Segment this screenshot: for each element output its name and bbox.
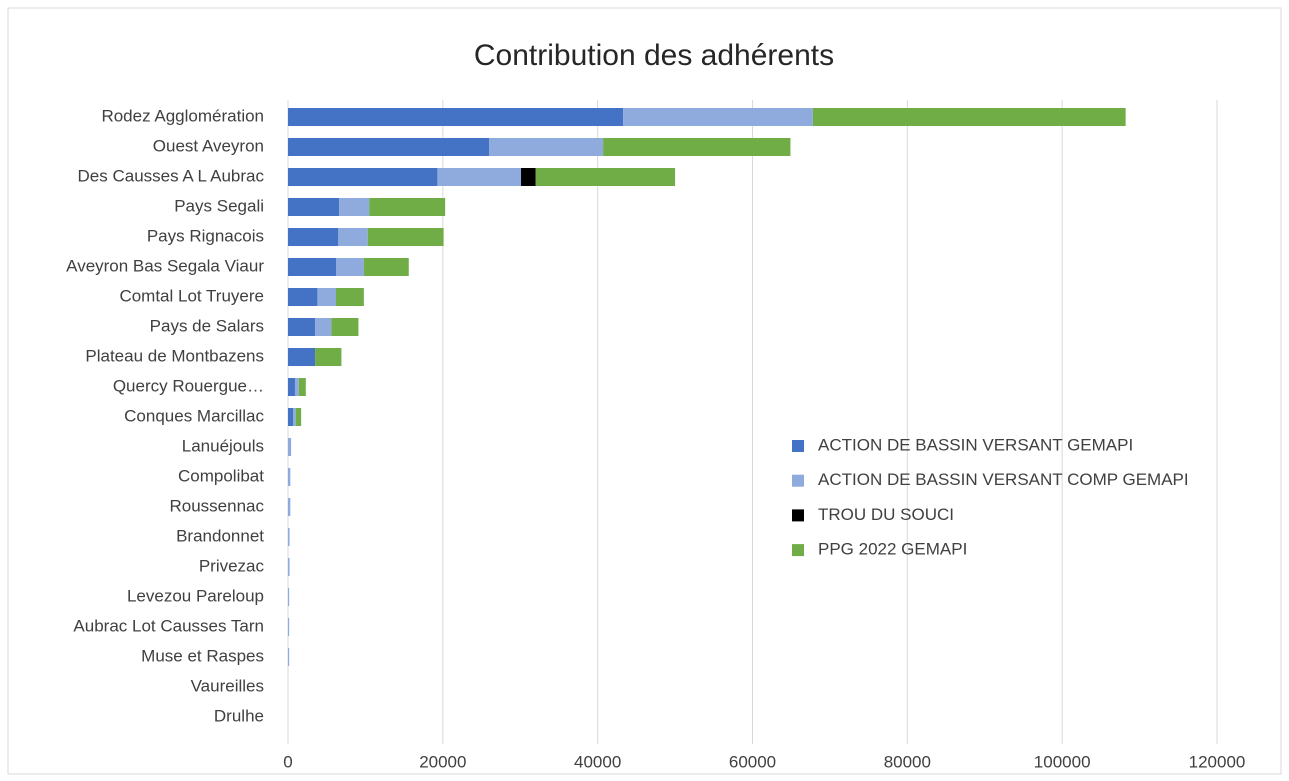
y-tick-label: Roussennac bbox=[169, 496, 264, 515]
x-tick-label: 0 bbox=[283, 752, 292, 771]
legend-swatch bbox=[792, 509, 804, 522]
bar-segment bbox=[335, 288, 364, 306]
bar-segment bbox=[437, 168, 522, 186]
y-tick-label: Vaureilles bbox=[191, 676, 264, 695]
bar-segment bbox=[315, 348, 342, 366]
x-tick-label: 100000 bbox=[1034, 752, 1091, 771]
bar-segment bbox=[288, 288, 318, 306]
bar-segment bbox=[288, 318, 316, 336]
bar-segment bbox=[363, 258, 409, 276]
y-tick-label: Aveyron Bas Segala Viaur bbox=[66, 256, 264, 275]
y-tick-label: Brandonnet bbox=[176, 526, 264, 545]
bar-segment bbox=[331, 318, 359, 336]
legend-swatch bbox=[792, 440, 804, 452]
bar-segment bbox=[288, 588, 290, 606]
chart-title: Contribution des adhérents bbox=[474, 39, 834, 72]
bar-segment bbox=[603, 138, 791, 156]
x-tick-label: 20000 bbox=[419, 752, 466, 771]
bar-segment bbox=[288, 468, 291, 486]
bar-segment bbox=[288, 378, 295, 396]
y-tick-label: Plateau de Montbazens bbox=[85, 346, 264, 365]
legend-label: PPG 2022 GEMAPI bbox=[818, 540, 967, 559]
bar-segment bbox=[317, 288, 336, 306]
bar-segment bbox=[489, 138, 604, 156]
y-tick-label: Quercy Rouergue… bbox=[113, 376, 264, 395]
y-tick-label: Muse et Raspes bbox=[141, 646, 264, 665]
y-tick-label: Ouest Aveyron bbox=[153, 136, 264, 155]
bar-segment bbox=[812, 108, 1126, 126]
bar-segment bbox=[367, 228, 444, 246]
y-tick-label: Compolibat bbox=[178, 466, 264, 485]
bar-segment bbox=[288, 408, 294, 426]
legend-label: ACTION DE BASSIN VERSANT COMP GEMAPI bbox=[818, 470, 1189, 489]
bar-segment bbox=[294, 378, 299, 396]
bar-segment bbox=[288, 168, 438, 186]
bar-segment bbox=[338, 228, 368, 246]
bar-segment bbox=[288, 138, 490, 156]
y-tick-label: Comtal Lot Truyere bbox=[119, 286, 264, 305]
bar-segment bbox=[288, 258, 336, 276]
legend-label: TROU DU SOUCI bbox=[818, 505, 954, 524]
bar-segment bbox=[288, 528, 290, 546]
legend-label: ACTION DE BASSIN VERSANT GEMAPI bbox=[818, 435, 1133, 454]
bar-segment bbox=[288, 198, 340, 216]
y-tick-label: Conques Marcillac bbox=[124, 406, 264, 425]
y-tick-label: Pays Segali bbox=[174, 196, 264, 215]
bar-segment bbox=[335, 258, 364, 276]
y-tick-label: Levezou Pareloup bbox=[127, 586, 264, 605]
bar-segment bbox=[298, 378, 306, 396]
y-tick-label: Pays Rignacois bbox=[147, 226, 264, 245]
bar-segment bbox=[293, 408, 296, 426]
x-tick-label: 60000 bbox=[729, 752, 776, 771]
y-tick-label: Drulhe bbox=[214, 706, 264, 725]
bar-segment bbox=[535, 168, 676, 186]
y-tick-label: Aubrac Lot Causses Tarn bbox=[73, 616, 264, 635]
bar-segment bbox=[288, 108, 624, 126]
bar-segment bbox=[288, 228, 339, 246]
bar-segment bbox=[521, 168, 536, 186]
chart-border bbox=[7, 7, 1282, 775]
bar-segment bbox=[288, 498, 291, 516]
bar-segment bbox=[288, 438, 292, 456]
bar-segment bbox=[369, 198, 446, 216]
bar-segment bbox=[288, 348, 316, 366]
x-tick-label: 80000 bbox=[884, 752, 931, 771]
bar-segment bbox=[288, 618, 290, 636]
bar-segment bbox=[288, 558, 290, 576]
legend-swatch bbox=[792, 544, 804, 557]
bar-segment bbox=[288, 648, 290, 666]
bar-segment bbox=[315, 318, 332, 336]
legend-swatch bbox=[792, 474, 804, 487]
bar-segment bbox=[295, 408, 302, 426]
bar-segment bbox=[623, 108, 813, 126]
y-tick-label: Privezac bbox=[199, 556, 265, 575]
y-tick-label: Rodez Agglomération bbox=[101, 106, 264, 125]
y-tick-label: Lanuéjouls bbox=[182, 436, 264, 455]
x-tick-label: 40000 bbox=[574, 752, 621, 771]
x-tick-label: 120000 bbox=[1189, 752, 1246, 771]
y-tick-label: Des Causses A L Aubrac bbox=[78, 166, 265, 185]
y-tick-label: Pays de Salars bbox=[150, 316, 264, 335]
bar-segment bbox=[339, 198, 370, 216]
